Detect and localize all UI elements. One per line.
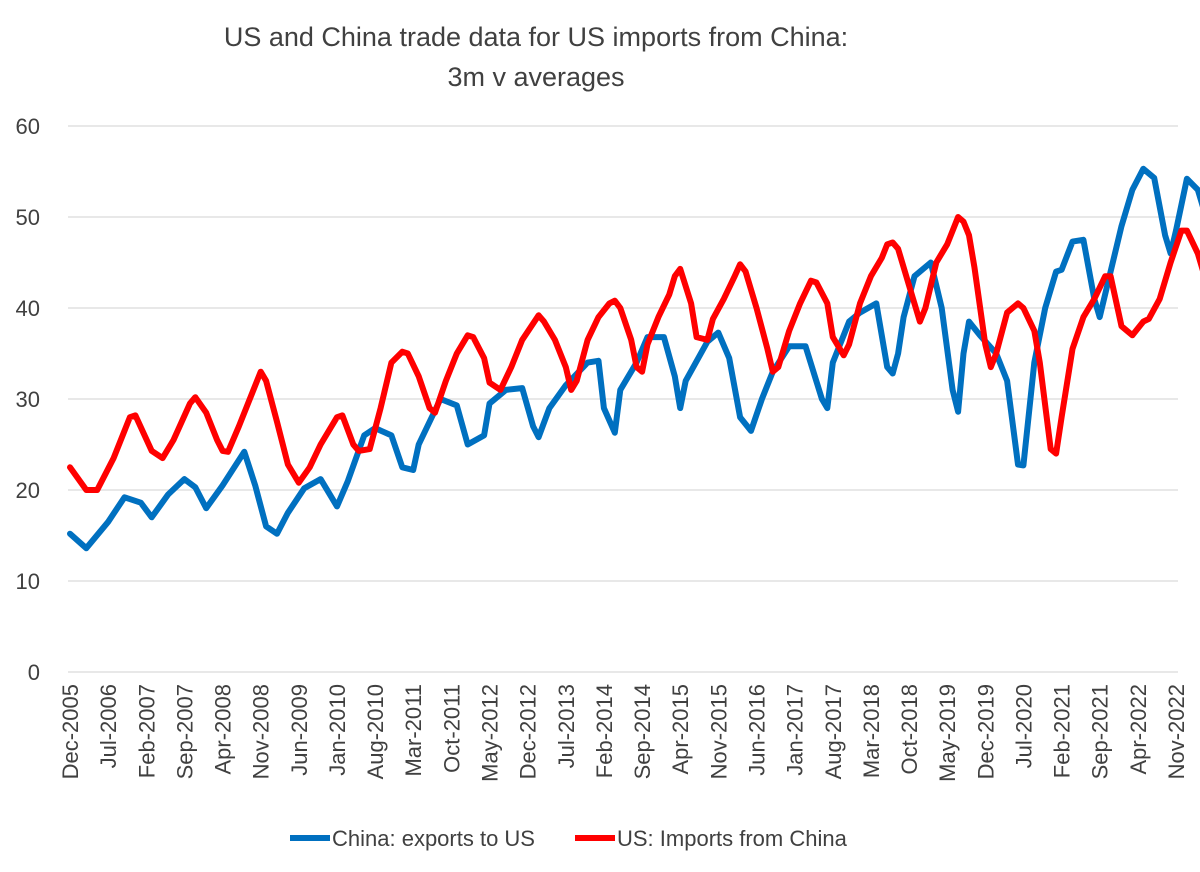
x-tick-label: Apr-2022 — [1126, 684, 1151, 775]
x-tick-label: Dec-2019 — [973, 684, 998, 779]
y-tick-label: 20 — [16, 478, 40, 503]
x-tick-label: Nov-2022 — [1164, 684, 1189, 779]
x-tick-label: May-2012 — [478, 684, 503, 782]
x-tick-label: Sep-2014 — [630, 684, 655, 779]
x-tick-label: Feb-2014 — [592, 684, 617, 778]
x-tick-label: Jul-2006 — [96, 684, 121, 768]
x-tick-label: Jun-2009 — [287, 684, 312, 776]
x-tick-label: Jan-2017 — [783, 684, 808, 776]
y-axis-ticks: 0 10 20 30 40 50 60 — [16, 114, 40, 685]
x-tick-label: Aug-2017 — [821, 684, 846, 779]
y-tick-label: 0 — [28, 660, 40, 685]
legend-label: US: Imports from China — [617, 826, 848, 851]
x-axis-ticks: Dec-2005 Jul-2006 Feb-2007 Sep-2007 Apr-2008… — [58, 684, 1189, 782]
y-tick-label: 40 — [16, 296, 40, 321]
x-tick-label: Oct-2018 — [897, 684, 922, 775]
x-tick-label: Dec-2005 — [58, 684, 83, 779]
y-tick-label: 50 — [16, 205, 40, 230]
x-tick-label: Aug-2010 — [363, 684, 388, 779]
x-tick-label: Jul-2013 — [554, 684, 579, 768]
y-tick-label: 60 — [16, 114, 40, 139]
legend: China: exports to US US: Imports from Chi… — [290, 826, 848, 851]
x-tick-label: Jun-2016 — [744, 684, 769, 776]
x-tick-label: Mar-2011 — [401, 684, 426, 777]
y-tick-label: 30 — [16, 387, 40, 412]
series-lines — [67, 165, 1200, 552]
x-tick-label: Nov-2008 — [249, 684, 274, 779]
chart-title: US and China trade data for US imports f… — [224, 22, 848, 52]
x-tick-label: Feb-2021 — [1050, 684, 1075, 778]
series-line-china-exports — [67, 165, 1200, 552]
x-tick-label: Nov-2015 — [706, 684, 731, 779]
x-tick-label: Apr-2008 — [211, 684, 236, 775]
legend-label: China: exports to US — [332, 826, 535, 851]
x-tick-label: Mar-2018 — [859, 684, 884, 778]
x-tick-label: Oct-2011 — [439, 684, 464, 773]
x-tick-label: Jul-2020 — [1011, 684, 1036, 768]
x-tick-label: Dec-2012 — [516, 684, 541, 779]
x-tick-label: Sep-2007 — [172, 684, 197, 779]
x-tick-label: Sep-2021 — [1088, 684, 1113, 779]
y-tick-label: 10 — [16, 569, 40, 594]
x-tick-label: May-2019 — [935, 684, 960, 782]
x-tick-label: Apr-2015 — [668, 684, 693, 775]
x-tick-label: Jan-2010 — [325, 684, 350, 776]
chart-subtitle: 3m v averages — [447, 62, 624, 92]
x-tick-label: Feb-2007 — [134, 684, 159, 778]
series-line-us-imports — [67, 214, 1200, 493]
